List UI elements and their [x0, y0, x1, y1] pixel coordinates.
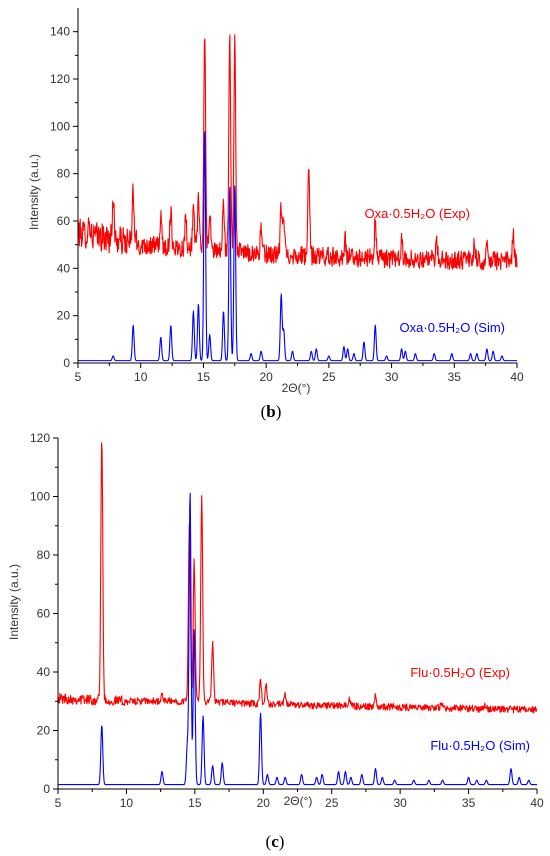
y-tick-label: 120	[50, 72, 70, 86]
panel-c-legend-sim: Flu·0.5H₂O (Sim)	[430, 738, 530, 753]
y-tick-label: 60	[37, 607, 51, 621]
x-tick-label: 40	[530, 796, 544, 810]
x-tick-label: 25	[325, 796, 339, 810]
x-tick-label: 35	[448, 370, 462, 384]
x-tick-label: 15	[188, 796, 202, 810]
series-line-sim	[77, 131, 518, 362]
series-line-sim	[57, 492, 538, 786]
x-tick-label: 10	[120, 796, 134, 810]
panel-b-label: (b)	[261, 402, 282, 421]
y-tick-label: 120	[30, 431, 50, 445]
panel-b-chart: 5 10 15 20 25 30 35 40 0 20 40 60 80 100 120 140 Intens…	[27, 8, 524, 421]
panel-b-y-axis-title: Intensity (a.u.)	[27, 154, 41, 230]
panel-b-ticks: 5 10 15 20 25 30 35 40 0 20 40 60 80 100 120 140	[50, 8, 524, 384]
panel-c-x-axis-title: 2Θ(°)	[284, 794, 313, 808]
x-tick-label: 20	[257, 796, 271, 810]
y-tick-label: 100	[30, 490, 50, 504]
x-tick-label: 5	[75, 370, 82, 384]
panel-b-x-axis-title: 2Θ(°)	[282, 381, 311, 395]
y-tick-label: 0	[43, 782, 50, 796]
y-tick-label: 0	[63, 356, 70, 370]
y-tick-label: 80	[37, 548, 51, 562]
panel-b-legend-exp: Oxa·0.5H₂O (Exp)	[365, 206, 470, 221]
y-tick-label: 20	[37, 724, 51, 738]
y-tick-label: 40	[57, 261, 71, 275]
series-line-exp	[57, 442, 538, 714]
y-tick-label: 100	[50, 119, 70, 133]
x-tick-label: 20	[259, 370, 273, 384]
panel-c-chart: 5 10 15 20 25 30 35 40 0 20 40 60 80 100 120 Intensity…	[7, 431, 544, 851]
y-tick-label: 140	[50, 25, 70, 39]
panel-c-label: (c)	[266, 832, 285, 851]
y-tick-label: 20	[57, 309, 71, 323]
x-tick-label: 30	[385, 370, 399, 384]
panel-c-ticks: 5 10 15 20 25 30 35 40 0 20 40 60 80 100 120	[30, 431, 544, 810]
y-tick-label: 60	[57, 214, 71, 228]
y-tick-label: 40	[37, 665, 51, 679]
x-tick-label: 10	[134, 370, 148, 384]
x-tick-label: 35	[462, 796, 476, 810]
x-tick-label: 30	[393, 796, 407, 810]
panel-b-plot-area	[77, 34, 518, 362]
y-tick-label: 80	[57, 167, 71, 181]
panel-c-plot-area	[57, 442, 538, 786]
panel-c-y-axis-title: Intensity (a.u.)	[7, 564, 21, 640]
series-line-exp	[77, 34, 518, 271]
panel-b-legend-sim: Oxa·0.5H₂O (Sim)	[400, 320, 505, 335]
x-tick-label: 25	[322, 370, 336, 384]
x-tick-label: 40	[510, 370, 524, 384]
panel-c-legend-exp: Flu·0.5H₂O (Exp)	[410, 665, 510, 680]
x-tick-label: 15	[197, 370, 211, 384]
x-tick-label: 5	[55, 796, 62, 810]
